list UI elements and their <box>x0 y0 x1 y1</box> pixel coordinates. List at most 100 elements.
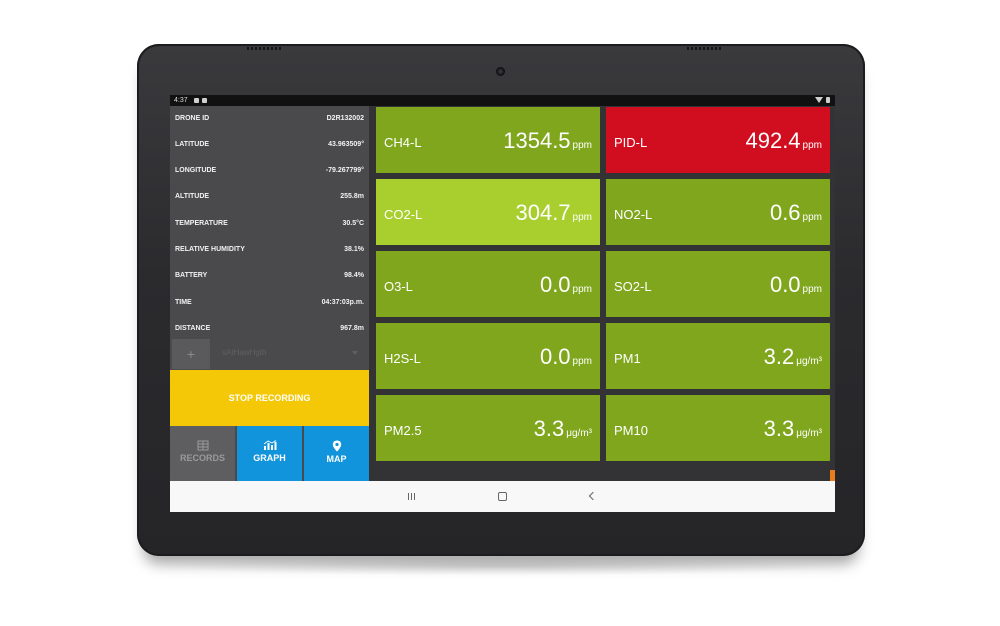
sensor-reading: 0.0 ppm <box>770 272 822 298</box>
tablet-device: 4:37 DRONE ID D2R132002 LATITUDE 43.9635… <box>137 44 865 556</box>
sensor-reading: 3.2 μg/m³ <box>764 344 822 370</box>
map-label: MAP <box>326 454 347 464</box>
sensor-name: CH4-L <box>384 135 422 150</box>
sensor-value: 3.3 <box>763 416 795 441</box>
sensor-unit: ppm <box>572 356 592 367</box>
sensor-unit: ppm <box>802 212 822 223</box>
sensor-value: 0.0 <box>539 344 571 369</box>
sensor-value: 492.4 <box>745 128 801 153</box>
sensor-name: H2S-L <box>384 351 421 366</box>
device-shadow <box>150 556 850 576</box>
sensor-unit: ppm <box>572 212 592 223</box>
sensor-reading: 3.3 μg/m³ <box>764 416 822 442</box>
sensor-tile-co2[interactable]: CO2-L 304.7 ppm <box>376 179 600 245</box>
sensor-value: 3.3 <box>533 416 565 441</box>
graph-button[interactable]: GRAPH <box>237 426 302 481</box>
sensor-tile-pm2-5[interactable]: PM2.5 3.3 μg/m³ <box>376 395 600 461</box>
info-row-latitude: LATITUDE 43.963509° <box>170 132 369 158</box>
info-row-time: TIME 04:37:03p.m. <box>170 290 369 316</box>
sensor-tile-no2[interactable]: NO2-L 0.6 ppm <box>606 179 830 245</box>
sensor-value: 1354.5 <box>503 128 571 153</box>
sensor-unit: ppm <box>572 140 592 151</box>
sensor-unit: ppm <box>802 284 822 295</box>
info-label: BATTERY <box>175 272 208 279</box>
sensor-name: PM2.5 <box>384 423 422 438</box>
android-nav-bar <box>170 481 835 512</box>
records-icon <box>197 440 208 451</box>
screen: 4:37 DRONE ID D2R132002 LATITUDE 43.9635… <box>170 95 835 512</box>
sensor-tile-so2[interactable]: SO2-L 0.0 ppm <box>606 251 830 317</box>
sensor-name: PID-L <box>614 135 648 150</box>
info-value: D2R132002 <box>326 115 364 122</box>
records-button[interactable]: RECORDS <box>170 426 235 481</box>
status-time: 4:37 <box>174 97 188 104</box>
info-label: DISTANCE <box>175 325 211 332</box>
sensor-name: CO2-L <box>384 207 423 222</box>
sensor-value: 0.0 <box>769 272 801 297</box>
system-icons <box>815 97 830 103</box>
speaker-grille <box>247 47 283 50</box>
telemetry-panel: DRONE ID D2R132002 LATITUDE 43.963509° L… <box>170 106 369 481</box>
info-value: 255.8m <box>340 193 364 200</box>
status-bar: 4:37 <box>170 95 835 106</box>
sensor-tile-h2s[interactable]: H2S-L 0.0 ppm <box>376 323 600 389</box>
info-label: TEMPERATURE <box>175 220 228 227</box>
info-label: ALTITUDE <box>175 193 210 200</box>
info-label: DRONE ID <box>175 115 210 122</box>
sensor-reading: 0.6 ppm <box>770 200 822 226</box>
recents-icon[interactable] <box>408 493 415 500</box>
back-icon[interactable] <box>588 491 598 501</box>
sensor-name: O3-L <box>384 279 413 294</box>
info-value: -79.267799° <box>325 167 364 174</box>
notification-icon <box>202 98 207 103</box>
sensor-tile-ch4[interactable]: CH4-L 1354.5 ppm <box>376 107 600 173</box>
info-row-longitude: LONGITUDE -79.267799° <box>170 158 369 184</box>
sensor-unit: ppm <box>802 140 822 151</box>
stop-recording-button[interactable]: STOP RECORDING <box>170 370 369 426</box>
sensor-tile-pid[interactable]: PID-L 492.4 ppm <box>606 107 830 173</box>
info-label: LONGITUDE <box>175 167 217 174</box>
records-label: RECORDS <box>179 453 225 463</box>
sensor-reading: 0.0 ppm <box>540 272 592 298</box>
sensor-value: 304.7 <box>515 200 571 225</box>
front-camera <box>496 67 505 76</box>
info-label: LATITUDE <box>175 141 210 148</box>
map-button[interactable]: MAP <box>304 426 369 481</box>
graph-icon <box>263 440 276 450</box>
battery-icon <box>826 97 830 103</box>
info-row-relative-humidity: RELATIVE HUMIDITY 38.1% <box>170 237 369 263</box>
side-drawer-handle[interactable] <box>830 470 835 483</box>
dropdown-select[interactable]: sAtHawHgth <box>222 348 267 357</box>
info-label: TIME <box>175 299 192 306</box>
info-value: 38.1% <box>344 246 364 253</box>
wifi-icon <box>815 97 823 103</box>
add-button[interactable]: + <box>172 339 210 369</box>
sensor-tile-o3[interactable]: O3-L 0.0 ppm <box>376 251 600 317</box>
notification-icon <box>194 98 199 103</box>
speaker-grille <box>687 47 723 50</box>
sensor-unit: μg/m³ <box>796 356 822 367</box>
dropdown-row: + sAtHawHgth <box>170 337 369 370</box>
home-icon[interactable] <box>498 492 507 501</box>
sensor-value: 3.2 <box>763 344 795 369</box>
sensor-reading: 304.7 ppm <box>515 200 592 226</box>
sensor-value: 0.0 <box>539 272 571 297</box>
sensor-tile-pm10[interactable]: PM10 3.3 μg/m³ <box>606 395 830 461</box>
sensor-reading: 0.0 ppm <box>540 344 592 370</box>
graph-label: GRAPH <box>253 453 286 463</box>
sensor-name: NO2-L <box>614 207 653 222</box>
notification-icons <box>194 98 207 103</box>
info-row-drone-id: DRONE ID D2R132002 <box>170 106 369 132</box>
sensor-reading: 3.3 μg/m³ <box>534 416 592 442</box>
sensor-name: PM10 <box>614 423 648 438</box>
info-value: 43.963509° <box>328 141 364 148</box>
sensor-reading: 1354.5 ppm <box>503 128 592 154</box>
info-value: 04:37:03p.m. <box>321 299 364 306</box>
info-row-battery: BATTERY 98.4% <box>170 263 369 289</box>
sensor-tile-pm1[interactable]: PM1 3.2 μg/m³ <box>606 323 830 389</box>
info-row-distance: DISTANCE 967.8m <box>170 316 369 342</box>
info-row-temperature: TEMPERATURE 30.5°C <box>170 211 369 237</box>
sensor-reading: 492.4 ppm <box>745 128 822 154</box>
chevron-down-icon[interactable] <box>352 351 358 355</box>
info-value: 967.8m <box>340 325 364 332</box>
